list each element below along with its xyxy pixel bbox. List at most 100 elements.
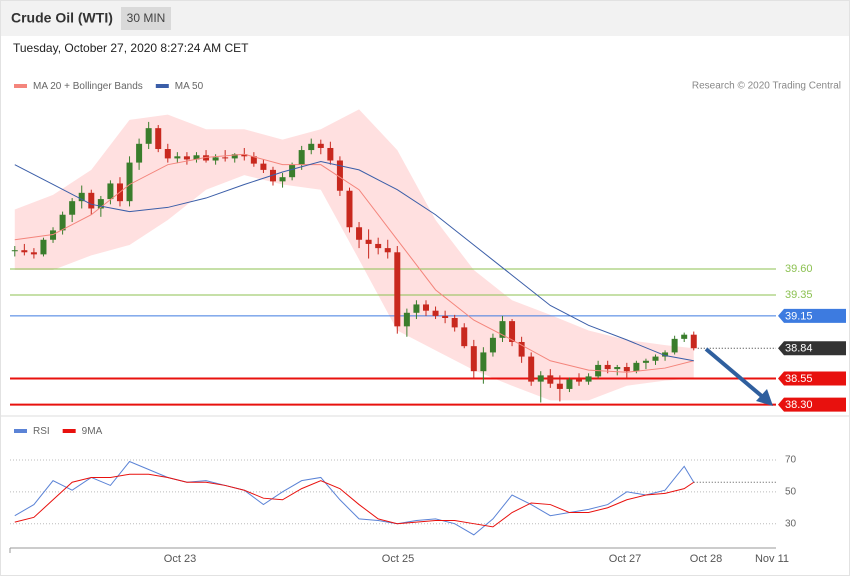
candle-body (356, 227, 363, 240)
candle-body (155, 128, 162, 150)
level-tag (778, 397, 846, 412)
level-label: 38.84 (785, 343, 813, 355)
level-label: 39.15 (785, 310, 813, 322)
candle-body (50, 230, 57, 240)
candle-body (461, 327, 468, 347)
level-label: 39.35 (785, 289, 813, 301)
candle-body (231, 154, 238, 159)
legend-swatch (14, 429, 27, 433)
candle-body (327, 147, 334, 161)
candle-body (126, 162, 133, 202)
candle-body (212, 157, 219, 161)
candle-body (40, 239, 47, 255)
candle-body (69, 201, 76, 215)
candle-body (260, 163, 267, 170)
candle-body (11, 250, 18, 252)
forecast-arrow (704, 347, 773, 406)
rsi-line (14, 473, 695, 528)
candle-body (136, 143, 143, 163)
candle-body (308, 143, 315, 151)
candle-body (21, 250, 28, 253)
candle-body (298, 150, 305, 165)
legend-swatch (62, 429, 76, 433)
candle-body (174, 156, 181, 159)
candle-body (289, 164, 296, 178)
candle-body (480, 352, 487, 372)
timestamp: Tuesday, October 27, 2020 8:27:24 AM CET (13, 41, 249, 55)
candle-body (537, 375, 544, 382)
candle-body (78, 192, 85, 202)
candle-body (451, 317, 458, 328)
credit: Research © 2020 Trading Central (692, 81, 841, 92)
level-label: 38.55 (785, 373, 813, 385)
x-tick-label: Oct 27 (609, 553, 641, 565)
level-label: 39.60 (785, 263, 813, 275)
candle-body (633, 362, 640, 372)
candle-body (279, 177, 286, 182)
candle-body (222, 157, 229, 159)
candle-body (652, 356, 659, 361)
candle-body (413, 304, 420, 313)
candle-body (317, 143, 324, 148)
candle-body (671, 338, 678, 353)
x-tick-label: Oct 28 (690, 553, 722, 565)
legend-label: RSI (33, 426, 50, 437)
candle-body (556, 383, 563, 389)
candle-body (193, 155, 200, 160)
candle-body (164, 149, 171, 159)
candle-body (241, 154, 248, 157)
legend-swatch (155, 84, 169, 88)
price-panel: 39.60 39.35 39.15 38.84 38.55 38.30 MA 20 + Bo… (10, 81, 846, 412)
candle-body (203, 155, 210, 161)
candle-body (470, 346, 477, 372)
x-tick-label: Oct 25 (382, 553, 414, 565)
candle-body (365, 239, 372, 244)
instrument-title: Crude Oil (WTI) (11, 10, 113, 26)
level-tag (778, 308, 846, 323)
candle-body (604, 364, 611, 370)
x-tick-label: Nov 11 (755, 553, 789, 565)
candle-body (499, 321, 506, 338)
legend-label: MA 20 + Bollinger Bands (33, 81, 143, 92)
level-tag (778, 371, 846, 386)
candle-body (30, 252, 37, 255)
candle-body (336, 160, 343, 191)
candle-body (384, 248, 391, 253)
candle-body (432, 310, 439, 316)
candle-body (662, 352, 669, 357)
candle-body (97, 199, 104, 209)
candle-body (547, 375, 554, 384)
candle-body (442, 315, 449, 318)
bollinger-band (14, 109, 694, 401)
candle-body (509, 321, 516, 342)
candle-body (585, 376, 592, 382)
y-tick-label: 70 (785, 455, 797, 466)
candle-body (489, 337, 496, 353)
candle-body (250, 156, 257, 164)
candle-body (107, 183, 114, 200)
candle-body (642, 360, 649, 363)
candle-body (422, 304, 429, 311)
y-tick-label: 30 (785, 518, 797, 529)
legend-label: 9MA (82, 426, 103, 437)
interval[interactable]: 30 MIN (127, 11, 166, 25)
candle-body (528, 356, 535, 382)
candle-body (145, 128, 152, 144)
interval-badge[interactable] (121, 7, 171, 30)
candle-body (394, 252, 401, 327)
candle-body (346, 190, 353, 228)
ma-line (14, 161, 694, 362)
legend-label: MA 50 (175, 81, 204, 92)
ma-line (14, 153, 694, 373)
x-tick-label: Oct 23 (164, 553, 196, 565)
candle-body (681, 334, 688, 339)
candle-body (88, 192, 95, 209)
level-tag (778, 341, 846, 356)
candle-body (403, 312, 410, 327)
level-label: 38.30 (785, 399, 813, 411)
candle-body (518, 341, 525, 357)
candle-body (623, 367, 630, 372)
rsi-line (14, 460, 695, 536)
